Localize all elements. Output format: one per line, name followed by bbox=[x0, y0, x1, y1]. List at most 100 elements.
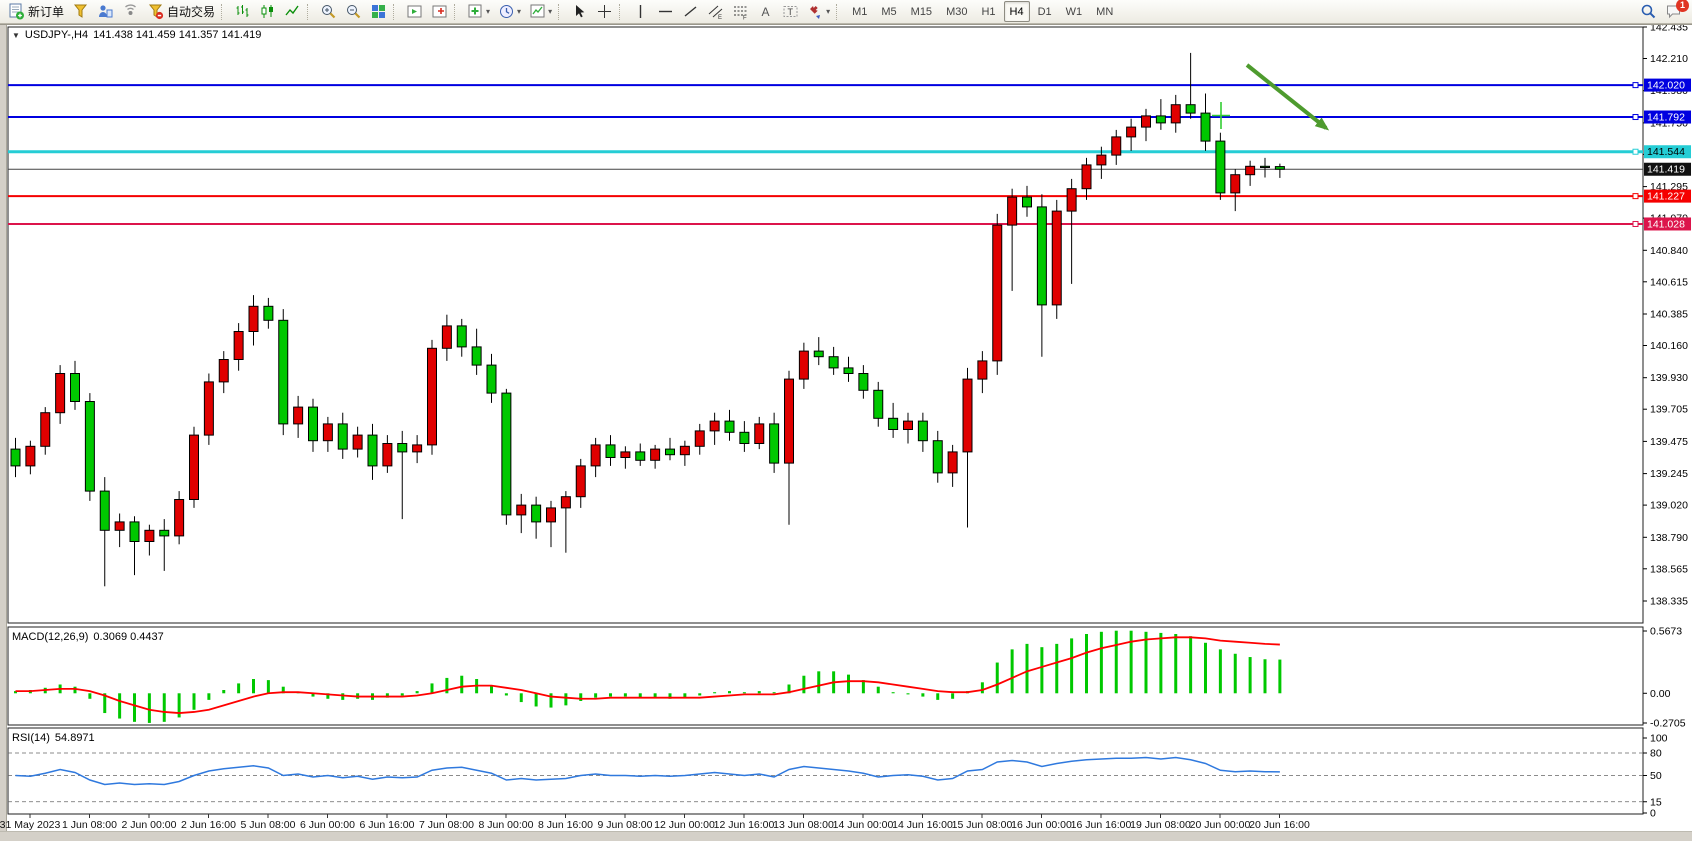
tf-m30-button[interactable]: M30 bbox=[946, 5, 968, 18]
x-axis-label: 8 Jun 00:00 bbox=[479, 819, 534, 831]
level-handle[interactable] bbox=[1632, 220, 1639, 227]
y-axis-tick-label: 139.475 bbox=[1650, 436, 1688, 448]
candle bbox=[516, 504, 527, 516]
rsi-values: 54.8971 bbox=[54, 732, 95, 744]
templates-button[interactable]: ▾ bbox=[526, 1, 555, 22]
chat-button[interactable]: 1 bbox=[1662, 0, 1689, 22]
x-axis-label: 14 Jun 16:00 bbox=[892, 819, 953, 831]
candle bbox=[1066, 188, 1077, 212]
horizontal-line-button[interactable] bbox=[654, 1, 677, 22]
price-chart[interactable]: 142.435142.210141.980141.750141.525141.2… bbox=[0, 25, 1692, 832]
price-level-badge[interactable] bbox=[1644, 189, 1691, 203]
chart-shift-icon bbox=[432, 5, 447, 18]
new-order-icon bbox=[9, 3, 24, 20]
candle bbox=[203, 381, 214, 436]
level-handle[interactable] bbox=[1632, 148, 1639, 155]
rsi-axis-label: 100 bbox=[1650, 733, 1668, 745]
candle bbox=[635, 451, 646, 461]
auto-scroll-button[interactable] bbox=[403, 1, 426, 22]
x-axis-label: 12 Jun 00:00 bbox=[654, 819, 715, 831]
price-level-badge[interactable] bbox=[1644, 217, 1691, 231]
zoom-out-button[interactable] bbox=[342, 1, 365, 22]
new-chart-icon bbox=[468, 4, 482, 18]
candle bbox=[10, 448, 21, 467]
cursor-button[interactable] bbox=[568, 1, 591, 22]
candle bbox=[679, 445, 690, 456]
tf-h4-button[interactable]: H4 bbox=[1003, 1, 1030, 22]
price-level-badge[interactable] bbox=[1644, 145, 1691, 159]
chart-title: ▼ USDJPY-,H4 141.438 141.459 141.357 141.4… bbox=[12, 29, 261, 41]
dropdown-caret-icon[interactable]: ▾ bbox=[548, 7, 553, 16]
text-label-button[interactable]: T bbox=[779, 1, 802, 22]
trendline-button[interactable] bbox=[679, 1, 702, 22]
y-axis-tick-label: 139.930 bbox=[1650, 372, 1688, 384]
dropdown-caret-icon[interactable]: ▾ bbox=[826, 7, 831, 16]
price-level-badge[interactable] bbox=[1644, 78, 1691, 92]
zoom-in-icon bbox=[322, 5, 336, 19]
candle bbox=[1185, 104, 1196, 114]
crosshair-button[interactable] bbox=[593, 1, 616, 22]
search-button[interactable] bbox=[1637, 1, 1660, 22]
auto-scroll-icon bbox=[407, 5, 422, 18]
svg-text:T: T bbox=[788, 7, 794, 17]
new-order-button[interactable]: 新订单 bbox=[5, 1, 67, 22]
candle bbox=[352, 434, 363, 450]
candle bbox=[784, 378, 794, 464]
candle bbox=[1230, 174, 1241, 194]
tf-m15-button[interactable]: M15 bbox=[910, 5, 933, 18]
current-price-badge[interactable] bbox=[1644, 162, 1691, 176]
periods-button[interactable]: ▾ bbox=[495, 1, 524, 22]
tf-m5-button[interactable]: M5 bbox=[881, 5, 897, 18]
vertical-line-button[interactable] bbox=[629, 1, 652, 22]
tf-m1-button[interactable]: M1 bbox=[852, 5, 868, 18]
candle bbox=[1200, 112, 1211, 142]
arrows-button[interactable]: ▾ bbox=[804, 1, 833, 22]
level-handle[interactable] bbox=[1632, 82, 1639, 89]
autotrading-button[interactable]: 自动交易 bbox=[144, 1, 218, 22]
tf-mn-button[interactable]: MN bbox=[1096, 5, 1114, 18]
bar-chart-button[interactable] bbox=[231, 1, 254, 22]
candle bbox=[486, 364, 497, 394]
level-handle[interactable] bbox=[1632, 114, 1639, 121]
dropdown-caret-icon[interactable]: ▾ bbox=[486, 7, 491, 16]
level-handle[interactable] bbox=[1632, 193, 1639, 200]
candlestick-icon bbox=[261, 5, 274, 18]
tf-h1-button[interactable]: H1 bbox=[981, 5, 996, 18]
line-chart-button[interactable] bbox=[281, 1, 304, 22]
chart-menu-caret[interactable]: ▼ bbox=[12, 31, 20, 40]
template-icon bbox=[530, 4, 545, 18]
candle bbox=[441, 325, 452, 349]
candle bbox=[769, 423, 780, 464]
market-watch-icon bbox=[73, 4, 88, 18]
rsi-axis-label: 50 bbox=[1650, 770, 1662, 782]
tf-d1-button[interactable]: D1 bbox=[1037, 5, 1052, 18]
new-chart-button[interactable]: ▾ bbox=[464, 1, 493, 22]
data-window-button[interactable] bbox=[94, 1, 117, 22]
tile-windows-button[interactable] bbox=[367, 1, 390, 22]
rsi-panel bbox=[7, 727, 1644, 815]
fibonacci-button[interactable]: F bbox=[729, 1, 752, 22]
chart-shift-button[interactable] bbox=[428, 1, 451, 22]
zoom-in-button[interactable] bbox=[317, 1, 340, 22]
market-watch-button[interactable] bbox=[69, 1, 92, 22]
price-level-badge[interactable] bbox=[1644, 110, 1691, 124]
tf-w1-button[interactable]: W1 bbox=[1065, 5, 1083, 18]
candle bbox=[1170, 104, 1181, 124]
candle bbox=[724, 420, 735, 433]
trend-arrow-annotation[interactable] bbox=[1245, 63, 1330, 131]
candle bbox=[293, 406, 304, 425]
candlestick-chart-button[interactable] bbox=[256, 1, 279, 22]
y-axis-tick-label: 138.565 bbox=[1650, 563, 1688, 575]
candle bbox=[129, 521, 140, 543]
candle bbox=[903, 420, 913, 431]
candle bbox=[813, 350, 824, 358]
text-button[interactable]: A bbox=[754, 1, 777, 22]
candle bbox=[739, 431, 750, 444]
rsi-axis-label: 80 bbox=[1650, 748, 1662, 760]
signals-button[interactable] bbox=[119, 1, 142, 22]
dropdown-caret-icon[interactable]: ▾ bbox=[517, 7, 522, 16]
candle bbox=[917, 420, 928, 442]
equidistant-channel-button[interactable]: E bbox=[704, 1, 727, 22]
candle bbox=[1260, 165, 1270, 169]
price-level-badge-text: 141.544 bbox=[1647, 146, 1685, 158]
